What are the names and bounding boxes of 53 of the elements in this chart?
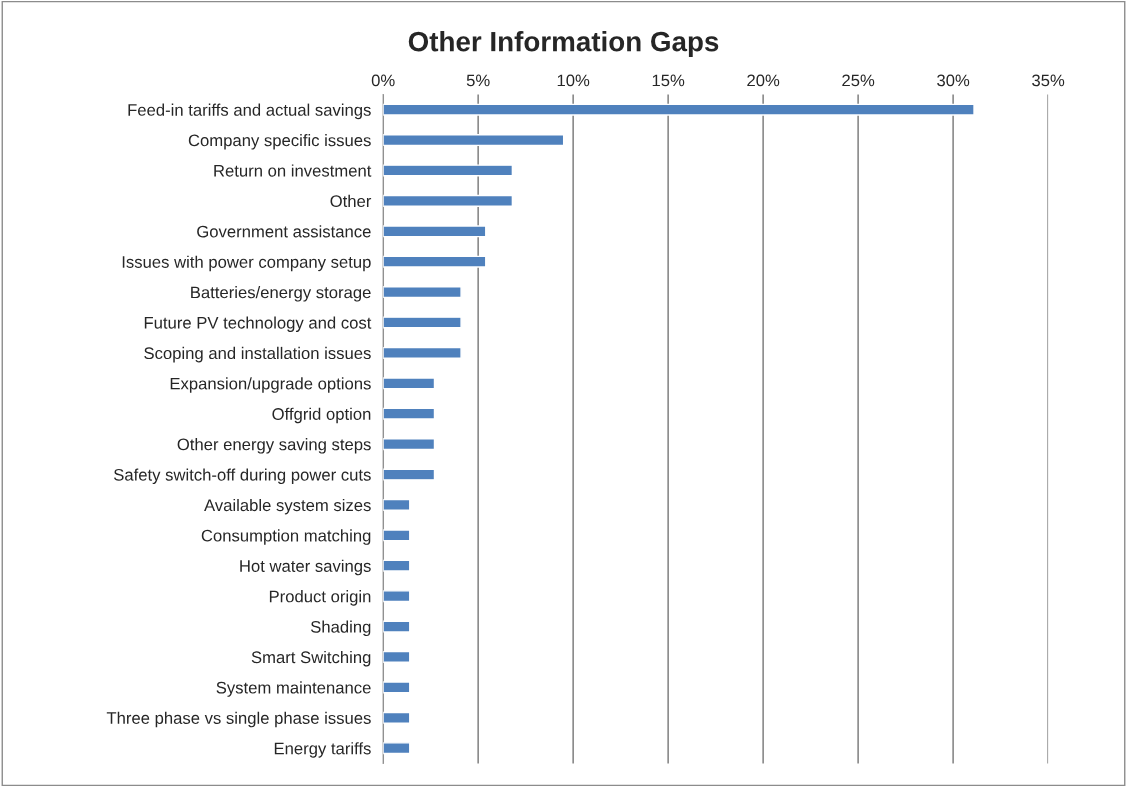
y-tick-label: Three phase vs single phase issues: [106, 711, 371, 728]
x-tick-label: 25%: [842, 74, 875, 87]
bar: [383, 681, 411, 694]
bar: [383, 286, 462, 299]
bar: [383, 529, 411, 542]
y-tick-label: Consumption matching: [201, 529, 371, 545]
y-tick-label: System maintenance: [216, 681, 371, 697]
bar: [383, 742, 411, 755]
chart-title: Other Information Gaps: [408, 31, 719, 57]
x-tick-label: 30%: [937, 74, 970, 87]
bar: [383, 164, 514, 177]
y-tick-label: Energy tariffs: [274, 742, 371, 758]
bar: [383, 346, 462, 359]
bar: [383, 559, 411, 572]
y-tick-label: Scoping and installation issues: [144, 346, 371, 363]
bar: [383, 194, 514, 207]
bar: [383, 103, 975, 116]
bar: [383, 255, 487, 268]
y-tick-label: Hot water savings: [240, 559, 371, 576]
y-tick-label: Batteries/energy storage: [191, 286, 371, 302]
y-tick-label: Shading: [310, 620, 371, 637]
y-tick-label: Company specific issues: [188, 134, 371, 150]
bar: [383, 590, 411, 603]
bar: [383, 377, 436, 390]
x-tick-label: 35%: [1032, 74, 1065, 87]
y-tick-label: Feed-in tariffs and actual savings: [128, 103, 371, 120]
bar: [383, 407, 436, 420]
y-tick-label: Other energy saving steps: [177, 438, 371, 454]
y-tick-label: Offgrid option: [272, 407, 371, 424]
bar: [383, 225, 487, 238]
bar: [383, 316, 462, 329]
x-tick-label: 15%: [652, 74, 685, 87]
y-tick-label: Expansion/upgrade options: [170, 377, 371, 393]
y-tick-label: Safety switch-off during power cuts: [113, 468, 371, 485]
bar: [383, 711, 411, 724]
y-tick-label: Future PV technology and cost: [144, 316, 372, 332]
y-tick-label: Product origin: [269, 590, 371, 606]
y-tick-label: Smart Switching: [251, 650, 371, 667]
x-tick-label: 5%: [466, 74, 490, 87]
y-tick-label: Return on investment: [214, 164, 372, 177]
bar: [383, 134, 565, 147]
bar: [383, 498, 411, 511]
y-tick-label: Available system sizes: [204, 498, 371, 515]
bar: [383, 438, 436, 451]
y-tick-label: Government assistance: [197, 225, 371, 238]
x-tick-label: 10%: [557, 74, 590, 87]
y-tick-label: Other: [330, 194, 372, 208]
bar: [383, 620, 411, 633]
x-tick-label: 20%: [747, 74, 780, 87]
bar: [383, 650, 411, 663]
y-tick-label: Issues with power company setup: [122, 255, 371, 272]
x-tick-label: 0%: [371, 74, 395, 87]
bar: [383, 468, 436, 481]
